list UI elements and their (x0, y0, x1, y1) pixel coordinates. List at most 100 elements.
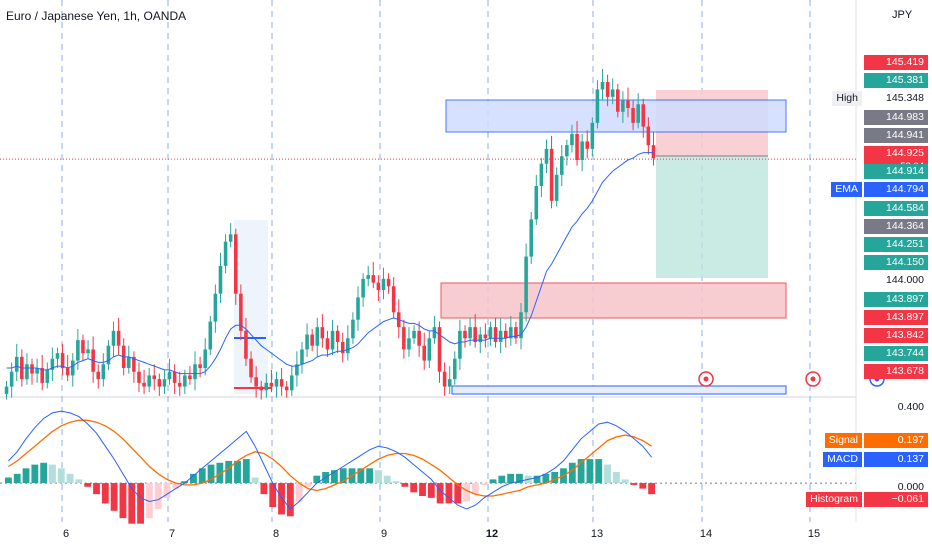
candle-body (35, 368, 39, 374)
histogram-bar (339, 468, 347, 484)
candle-body (330, 330, 335, 350)
histogram-bar (163, 483, 171, 498)
candle-body (223, 241, 228, 266)
histogram-bar (427, 483, 435, 498)
candle-body (565, 145, 569, 157)
candle-body (473, 327, 477, 342)
histogram-bar (392, 481, 400, 484)
histogram-bar (313, 475, 321, 484)
price-tag: 144.584 (864, 200, 928, 216)
price-tag: 144.794 (864, 182, 928, 198)
histogram-bar (331, 470, 338, 484)
chart-title: Euro / Japanese Yen, 1h, OANDA (6, 9, 187, 23)
candle-body (402, 327, 406, 350)
candle-body (50, 358, 55, 370)
candle-body (101, 364, 106, 380)
histogram-bar (269, 483, 277, 508)
currency-label: JPY (892, 9, 913, 21)
candle-body (468, 327, 472, 339)
candle-body (539, 163, 544, 186)
histogram-bar (22, 468, 30, 484)
low-zone-box (451, 385, 787, 395)
histogram-bar (154, 483, 162, 509)
macd-series-label: Signal (824, 433, 862, 448)
candle-body (111, 330, 116, 346)
candle-body (127, 356, 131, 368)
price-tag: 144.251 (864, 237, 928, 252)
candle-body (264, 382, 269, 391)
candle-body (9, 371, 14, 387)
candle-body (509, 327, 513, 339)
price-tag: 143.744 (864, 346, 928, 362)
candle-body (254, 377, 258, 387)
candle-body (442, 371, 447, 387)
histogram-bar (207, 464, 215, 484)
histogram-bar (216, 462, 224, 484)
candle-body (70, 360, 75, 376)
histogram-bar (375, 470, 382, 484)
candle-body (391, 286, 396, 313)
histogram-bar (366, 468, 374, 484)
candle-body (45, 369, 50, 383)
x-tick-label: 15 (807, 528, 821, 540)
price-tag: 143.897 (864, 309, 928, 325)
histogram-bar (401, 483, 409, 487)
candle-body (463, 330, 467, 339)
price-tag: 143.897 (864, 291, 928, 307)
candle-body (371, 275, 376, 283)
histogram-bar (251, 477, 259, 484)
macd-axis-label: 0.400 (897, 401, 924, 413)
histogram-bar (542, 473, 550, 484)
candle-body (651, 145, 656, 159)
candle-body (30, 364, 34, 374)
demand-zone-box (440, 282, 787, 319)
candle-body (417, 330, 421, 346)
histogram-bar (260, 483, 268, 495)
candle-body (381, 278, 386, 290)
candle-body (198, 364, 202, 368)
x-tick-label: 6 (62, 528, 70, 540)
macd-line (8, 410, 652, 510)
price-tag: 144.941 (864, 127, 928, 143)
candle-body (86, 349, 90, 354)
price-tag-label: EMA (831, 182, 862, 198)
candle-body (203, 349, 207, 368)
candle-body (570, 134, 574, 146)
histogram-bar (84, 483, 92, 487)
histogram-bar (242, 459, 250, 484)
price-tag: 143.678 (864, 364, 928, 380)
histogram-bar (639, 483, 647, 489)
price-tag: 145.419 (864, 55, 928, 70)
candle-body (636, 104, 640, 123)
price-tag: 144.925 (864, 146, 928, 161)
histogram-bar (295, 483, 303, 502)
histogram-bar (604, 464, 611, 484)
histogram-bar (137, 483, 144, 524)
candle-body (616, 89, 620, 112)
candle-body (366, 275, 370, 279)
candle-body (529, 219, 533, 257)
macd-value-tag: −0.061 (864, 492, 928, 507)
price-tag: 144.150 (864, 255, 928, 271)
candle-body (447, 379, 452, 387)
candle-body (554, 174, 559, 201)
candle-body (519, 312, 523, 339)
candle-body (233, 234, 238, 294)
candle-body (478, 334, 483, 342)
candle-body (147, 375, 151, 387)
candle-body (310, 334, 314, 346)
candle-body (142, 382, 146, 387)
price-tag: 143.842 (864, 328, 928, 343)
candle-body (325, 338, 330, 350)
candle-body (458, 330, 462, 359)
histogram-bar (278, 483, 285, 515)
candle-body (422, 345, 427, 361)
candle-body (81, 340, 85, 354)
candle-body (162, 379, 167, 387)
macd-value-tag: 0.197 (864, 433, 928, 448)
candle-body (193, 364, 197, 380)
histogram-bar (49, 464, 56, 484)
candle-body (346, 338, 350, 354)
candle-body (295, 364, 299, 376)
